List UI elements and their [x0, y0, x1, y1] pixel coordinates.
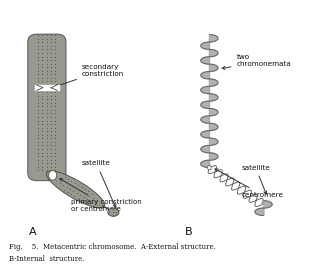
Text: satellite: satellite: [241, 165, 270, 194]
Polygon shape: [201, 145, 209, 153]
Polygon shape: [209, 79, 218, 86]
Text: B: B: [185, 227, 193, 237]
Polygon shape: [201, 86, 209, 94]
Polygon shape: [264, 201, 272, 208]
Polygon shape: [201, 101, 209, 109]
Text: B-Internal  structure.: B-Internal structure.: [9, 255, 84, 263]
Ellipse shape: [207, 165, 211, 170]
Polygon shape: [201, 72, 209, 79]
Ellipse shape: [108, 208, 119, 216]
Text: Fig.    5.  Metacentric chromosome.  A-External structure.: Fig. 5. Metacentric chromosome. A-Extern…: [9, 243, 216, 251]
Ellipse shape: [49, 170, 57, 180]
Polygon shape: [209, 35, 218, 42]
Ellipse shape: [46, 171, 105, 208]
Text: satellite: satellite: [82, 161, 116, 207]
Polygon shape: [209, 109, 218, 116]
Polygon shape: [209, 153, 218, 160]
Text: secondary
constriction: secondary constriction: [56, 64, 124, 87]
Polygon shape: [201, 42, 209, 49]
FancyBboxPatch shape: [28, 34, 66, 181]
Polygon shape: [209, 138, 218, 145]
Polygon shape: [209, 94, 218, 101]
Text: primary constriction
or centromere: primary constriction or centromere: [60, 178, 141, 212]
Polygon shape: [201, 57, 209, 64]
Polygon shape: [201, 131, 209, 138]
Polygon shape: [209, 64, 218, 72]
Polygon shape: [201, 116, 209, 123]
Text: centromere: centromere: [215, 169, 283, 198]
Polygon shape: [201, 160, 209, 167]
Polygon shape: [209, 50, 218, 57]
Polygon shape: [255, 208, 264, 216]
Text: A: A: [29, 227, 36, 237]
Polygon shape: [209, 123, 218, 131]
Text: two
chromonemata: two chromonemata: [222, 54, 291, 69]
